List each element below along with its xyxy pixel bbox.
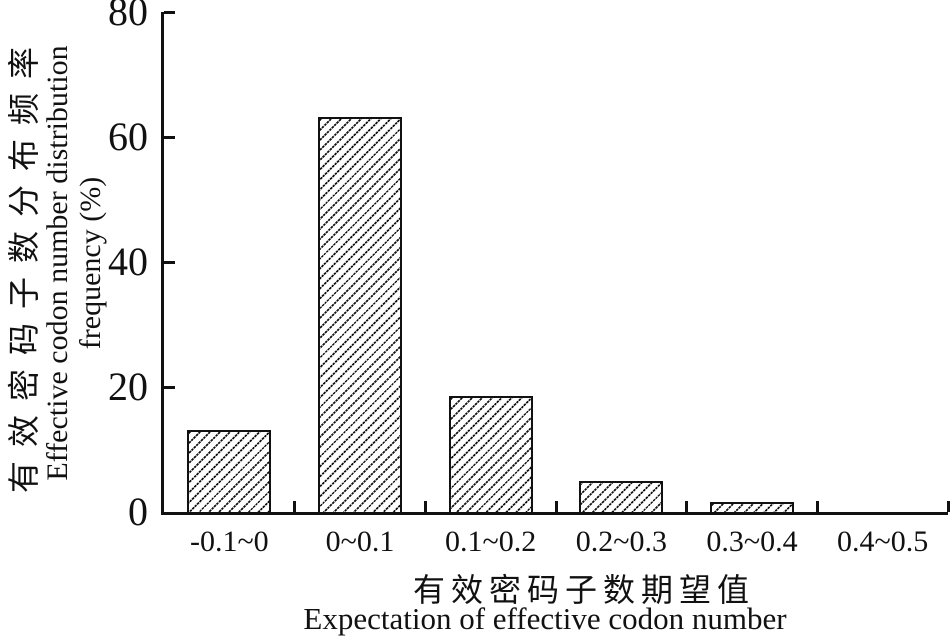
bar-0.2~0.3 xyxy=(579,481,664,512)
bar-0~0.1 xyxy=(318,117,402,512)
x-tick-mark-3 xyxy=(554,501,558,512)
y-tick-label-60: 60 xyxy=(108,114,148,159)
x-tick-mark-5 xyxy=(815,501,819,512)
y-tick-mark-80 xyxy=(164,10,175,14)
y-axis-title-chinese: 有效密码子数分布频率 xyxy=(6,33,42,494)
x-tick-label--0.1~0: -0.1~0 xyxy=(189,525,269,558)
y-tick-label-40: 40 xyxy=(108,239,148,284)
plot-area xyxy=(161,10,950,515)
x-tick-label-0.2~0.3: 0.2~0.3 xyxy=(575,525,667,558)
y-tick-label-80: 80 xyxy=(108,0,148,34)
x-tick-mark-6 xyxy=(946,501,950,512)
x-tick-label-0.1~0.2: 0.1~0.2 xyxy=(445,525,537,558)
bar-0.1~0.2 xyxy=(448,396,533,512)
x-tick-mark-2 xyxy=(423,501,427,512)
bar--0.1~0 xyxy=(187,430,272,512)
x-axis-title-english: Expectation of effective codon number xyxy=(303,601,787,636)
y-tick-mark-40 xyxy=(164,260,175,264)
x-tick-mark-1 xyxy=(293,501,297,512)
bar-0.3~0.4 xyxy=(710,502,794,512)
y-tick-mark-60 xyxy=(164,135,175,139)
y-tick-label-0: 0 xyxy=(128,489,148,534)
x-tick-mark-4 xyxy=(685,501,689,512)
y-tick-label-20: 20 xyxy=(108,364,148,409)
x-tick-label-0.4~0.5: 0.4~0.5 xyxy=(837,525,929,558)
x-axis-title-chinese: 有效密码子数期望值 xyxy=(412,572,755,608)
y-tick-mark-20 xyxy=(164,385,175,389)
x-tick-label-0~0.1: 0~0.1 xyxy=(325,525,395,558)
x-tick-label-0.3~0.4: 0.3~0.4 xyxy=(706,525,798,558)
